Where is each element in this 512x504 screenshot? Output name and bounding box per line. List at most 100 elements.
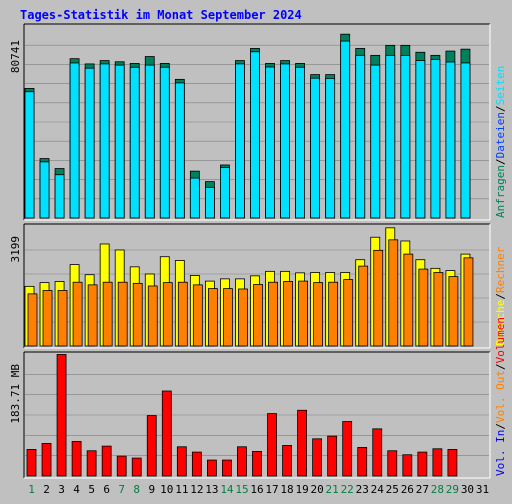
bar-rechner-day-30: [463, 257, 474, 347]
bars: [26, 354, 458, 477]
legend-separator: /: [494, 105, 507, 112]
bar-volumen-day-9: [146, 415, 157, 477]
bar-seiten-day-27: [415, 60, 426, 219]
x-tick-day-11: 11: [175, 483, 188, 496]
bar-seiten-day-15: [235, 63, 245, 219]
bar-volumen-day-11: [176, 446, 187, 477]
bar-rechner-day-28: [433, 272, 444, 347]
x-tick-day-2: 2: [43, 483, 50, 496]
legend-item-anfragen: Anfragen: [494, 165, 507, 218]
bar-seiten-day-11: [174, 82, 185, 219]
bar-volumen-day-28: [432, 448, 443, 477]
legend-separator: /: [494, 423, 507, 430]
x-tick-day-15: 15: [235, 483, 248, 496]
bar-seiten-day-18: [280, 63, 290, 219]
bar-rechner-day-24: [373, 249, 384, 347]
bar-seiten-day-13: [204, 186, 215, 219]
bar-volumen-day-13: [206, 459, 217, 477]
bar-rechner-day-14: [223, 288, 233, 347]
bar-volumen-day-25: [387, 450, 398, 477]
bar-volumen-day-8: [131, 457, 142, 477]
legend-separator: /: [494, 158, 507, 165]
x-tick-day-18: 18: [280, 483, 293, 496]
bar-volumen-day-26: [402, 454, 413, 477]
bar-rechner-day-18: [283, 281, 293, 347]
bar-seiten-day-7: [114, 64, 125, 219]
bar-rechner-day-10: [162, 282, 173, 347]
bar-seiten-day-23: [355, 54, 366, 219]
right-legend: Besuche/Rechner: [494, 246, 507, 346]
legend-separator: /: [494, 293, 507, 300]
bar-rechner-day-1: [27, 293, 38, 347]
bar-volumen-day-1: [26, 449, 37, 477]
x-tick-day-10: 10: [160, 483, 173, 496]
bar-seiten-day-2: [39, 161, 50, 219]
y-max-label: 80741: [9, 40, 22, 73]
bar-seiten-day-3: [54, 174, 65, 219]
bar-volumen-day-18: [282, 445, 292, 477]
x-tick-day-30: 30: [461, 483, 474, 496]
bar-rechner-day-3: [57, 290, 68, 347]
bar-volumen-day-27: [417, 451, 428, 477]
bars: [24, 227, 474, 347]
legend-item-seiten: Seiten: [494, 66, 507, 106]
bar-seiten-day-8: [129, 66, 140, 219]
bar-rechner-day-11: [177, 281, 188, 347]
bar-rechner-day-22: [343, 279, 354, 347]
x-tick-day-4: 4: [73, 483, 80, 496]
bar-rechner-day-4: [72, 281, 83, 347]
x-tick-day-9: 9: [148, 483, 155, 496]
bar-rechner-day-12: [192, 284, 203, 347]
x-tick-day-13: 13: [205, 483, 218, 496]
bar-volumen-day-22: [342, 421, 353, 477]
bar-volumen-day-15: [237, 446, 247, 477]
legend-item-rechner: Rechner: [494, 246, 507, 293]
x-axis-labels: 1 2 3 4 5 6 7 8 9 10 11 12 13 14 15 16 17 18 19 20 21 22 23 24 2…: [28, 483, 489, 496]
x-tick-day-21: 21: [326, 483, 339, 496]
x-tick-day-28: 28: [431, 483, 444, 496]
bar-seiten-day-21: [325, 78, 336, 219]
bar-rechner-day-29: [448, 276, 459, 347]
bar-rechner-day-21: [328, 281, 339, 347]
legend-separator: /: [494, 363, 507, 370]
bar-volumen-day-3: [56, 354, 67, 477]
bar-rechner-day-9: [147, 285, 158, 347]
bar-seiten-day-20: [310, 77, 321, 219]
bar-volumen-day-29: [447, 449, 458, 477]
x-tick-day-20: 20: [311, 483, 324, 496]
bar-rechner-day-13: [207, 288, 218, 347]
bar-seiten-day-16: [250, 51, 260, 219]
bar-seiten-day-4: [69, 62, 80, 219]
bar-rechner-day-7: [117, 281, 128, 347]
bar-seiten-day-5: [84, 67, 95, 219]
bar-rechner-day-27: [418, 268, 429, 347]
legend-item-dateien: Dateien: [494, 112, 507, 158]
x-tick-day-3: 3: [58, 483, 65, 496]
bar-seiten-day-29: [445, 61, 456, 219]
y-max-label: 3199: [9, 236, 22, 263]
x-tick-day-12: 12: [190, 483, 203, 496]
legend-item-volumen: Volumen: [494, 317, 507, 363]
bar-rechner-day-19: [298, 280, 308, 347]
x-tick-day-19: 19: [295, 483, 308, 496]
bar-seiten-day-1: [24, 91, 35, 219]
bar-volumen-day-5: [86, 450, 97, 477]
y-max-label: 183.71 MB: [9, 364, 22, 424]
x-tick-day-27: 27: [416, 483, 429, 496]
bar-seiten-day-26: [400, 54, 411, 219]
legend-item-vol-in: Vol. In: [494, 430, 507, 476]
bar-rechner-day-6: [102, 281, 113, 347]
x-tick-day-5: 5: [88, 483, 95, 496]
bar-volumen-day-20: [312, 438, 323, 477]
bar-volumen-day-23: [357, 447, 368, 477]
legend-item-besuche: Besuche: [494, 300, 507, 346]
bar-seiten-day-30: [460, 62, 471, 219]
x-tick-day-1: 1: [28, 483, 35, 496]
bar-rechner-day-20: [313, 282, 324, 347]
bar-rechner-day-15: [238, 288, 248, 347]
right-legend: Anfragen/Dateien/Seiten: [494, 66, 507, 218]
bar-seiten-day-10: [159, 66, 170, 219]
